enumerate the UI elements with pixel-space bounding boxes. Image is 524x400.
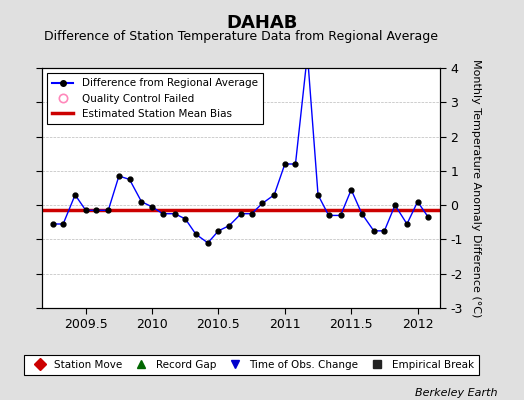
Legend: Station Move, Record Gap, Time of Obs. Change, Empirical Break: Station Move, Record Gap, Time of Obs. C… [24, 355, 479, 375]
Title: Difference of Station Temperature Data from Regional Average: Difference of Station Temperature Data f… [44, 30, 438, 43]
Legend: Difference from Regional Average, Quality Control Failed, Estimated Station Mean: Difference from Regional Average, Qualit… [47, 73, 263, 124]
Text: Berkeley Earth: Berkeley Earth [416, 388, 498, 398]
Text: DAHAB: DAHAB [226, 14, 298, 32]
Y-axis label: Monthly Temperature Anomaly Difference (°C): Monthly Temperature Anomaly Difference (… [471, 59, 481, 317]
